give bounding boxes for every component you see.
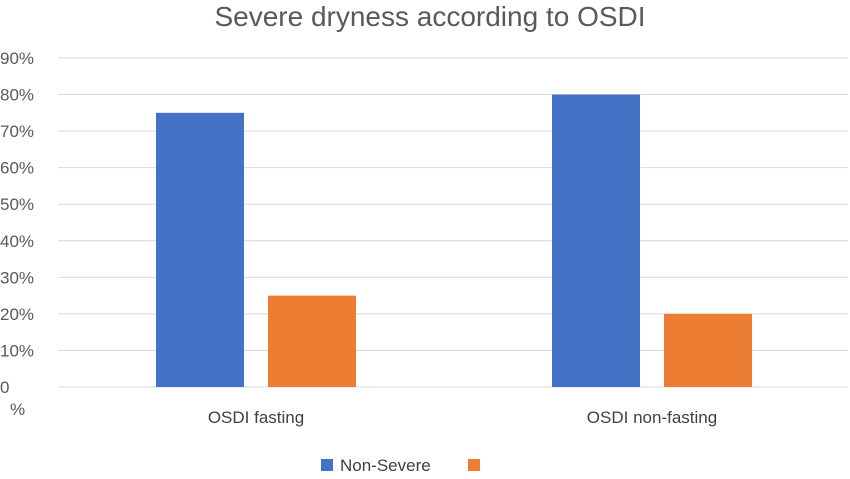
- bars: [156, 94, 752, 388]
- x-axis-categories: OSDI fasting OSDI non-fasting: [208, 408, 717, 427]
- y-tick-label: 50%: [0, 195, 34, 214]
- y-tick-label: 0: [0, 378, 9, 397]
- bar-series-2-2: [664, 313, 752, 387]
- legend: Non-Severe: [321, 456, 480, 475]
- y-tick-label: 10%: [0, 341, 34, 360]
- chart-title: Severe dryness according to OSDI: [214, 1, 645, 32]
- bar-non-severe-2: [552, 94, 640, 388]
- x-category-label: OSDI fasting: [208, 408, 304, 427]
- legend-label: Non-Severe: [340, 456, 431, 475]
- y-tick-label: 20%: [0, 305, 34, 324]
- y-axis-unit-label: %: [10, 400, 25, 419]
- bar-series-2-1: [268, 295, 356, 387]
- legend-swatch: [468, 459, 480, 471]
- y-axis-ticks: 90% 80% 70% 60% 50% 40% 30% 20% 10% 0%: [0, 49, 34, 419]
- y-tick-label: 40%: [0, 232, 34, 251]
- y-tick-label: 90%: [0, 49, 34, 68]
- y-tick-label: 80%: [0, 86, 34, 105]
- y-tick-label: 60%: [0, 159, 34, 178]
- x-category-label: OSDI non-fasting: [587, 408, 717, 427]
- legend-swatch: [321, 459, 333, 471]
- y-tick-label: 30%: [0, 268, 34, 287]
- bar-non-severe-1: [156, 112, 244, 387]
- y-tick-label: 70%: [0, 122, 34, 141]
